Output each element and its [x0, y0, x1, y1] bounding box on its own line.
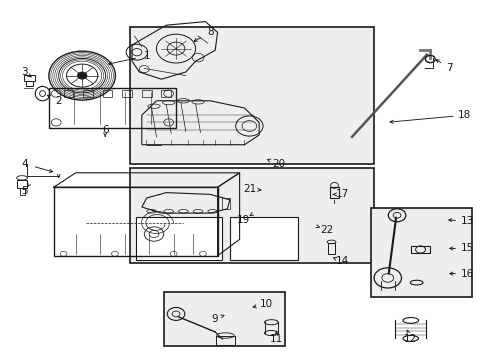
Bar — [327, 243, 334, 254]
Bar — [17, 180, 27, 188]
Text: 20: 20 — [272, 159, 285, 169]
Text: 7: 7 — [446, 63, 452, 73]
Text: 6: 6 — [102, 125, 108, 135]
Text: 9: 9 — [211, 314, 218, 324]
Bar — [54, 187, 217, 256]
Bar — [161, 90, 171, 97]
Text: 8: 8 — [206, 27, 213, 37]
Bar — [410, 246, 429, 253]
Text: 19: 19 — [236, 215, 250, 225]
Bar — [129, 168, 373, 263]
Bar — [49, 88, 176, 128]
Text: 15: 15 — [459, 243, 473, 253]
Bar — [122, 90, 132, 97]
Bar — [163, 292, 285, 346]
Bar — [20, 188, 25, 195]
Text: 12: 12 — [403, 334, 417, 344]
Text: 2: 2 — [55, 96, 62, 106]
Bar — [229, 217, 298, 260]
Bar — [142, 90, 151, 97]
Bar — [83, 90, 93, 97]
Bar — [102, 90, 112, 97]
Bar — [63, 90, 73, 97]
Circle shape — [77, 72, 87, 79]
Text: 1: 1 — [143, 51, 150, 61]
Text: 5: 5 — [21, 186, 28, 196]
Text: 3: 3 — [21, 67, 28, 77]
Text: 14: 14 — [335, 256, 348, 266]
Bar — [216, 336, 234, 345]
Text: 21: 21 — [242, 184, 256, 194]
Text: 13: 13 — [459, 216, 473, 226]
Bar — [136, 217, 221, 260]
Bar — [370, 208, 471, 297]
Text: 10: 10 — [260, 299, 272, 309]
Bar — [329, 187, 338, 198]
Text: 11: 11 — [269, 334, 283, 344]
Text: 18: 18 — [457, 110, 470, 120]
Bar — [222, 198, 229, 209]
Text: 22: 22 — [319, 225, 333, 235]
Bar — [26, 81, 33, 86]
Text: 16: 16 — [459, 269, 473, 279]
Text: 4: 4 — [21, 159, 28, 169]
Bar — [24, 75, 35, 81]
Text: 17: 17 — [335, 189, 348, 199]
Bar — [129, 27, 373, 164]
